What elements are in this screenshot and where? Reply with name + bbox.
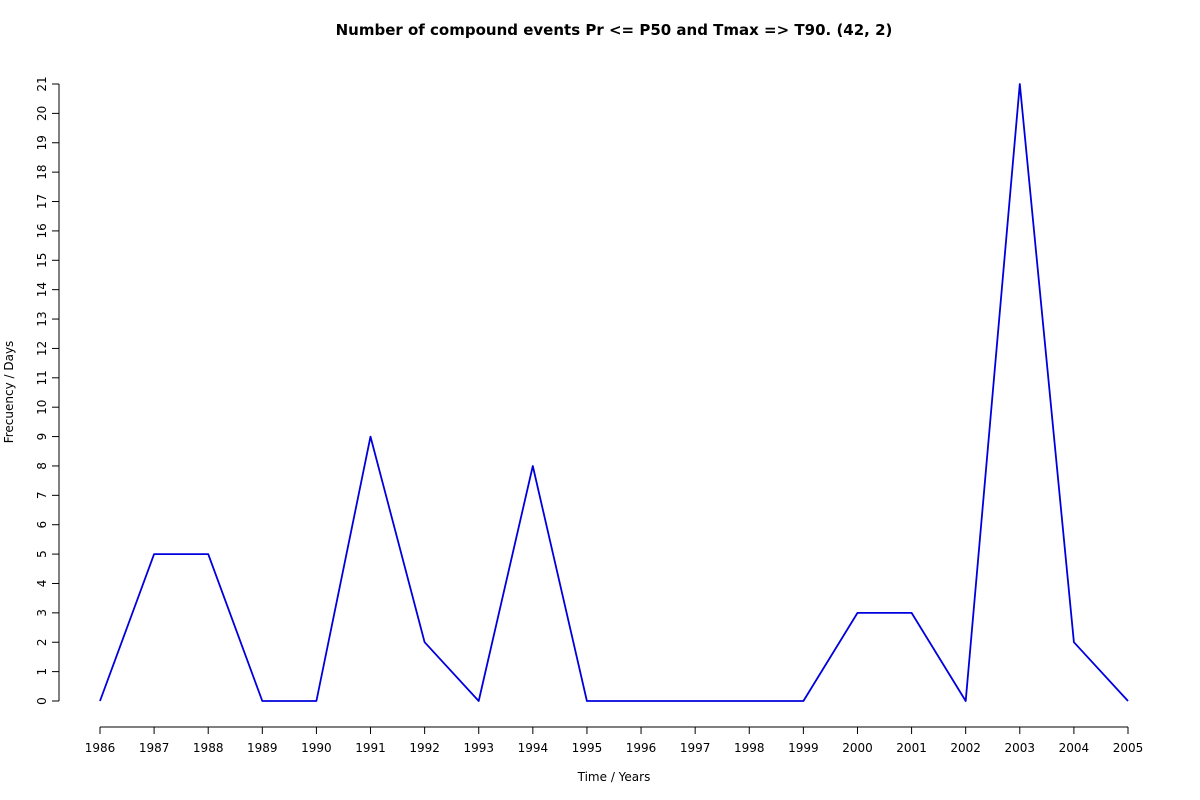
x-tick-label: 2003 [1005,741,1036,755]
y-tick-label: 0 [35,697,49,705]
x-tick-label: 2000 [842,741,873,755]
y-tick-label: 11 [35,370,49,385]
x-tick-label: 1989 [247,741,278,755]
y-tick-label: 21 [35,76,49,91]
x-tick-label: 1997 [680,741,711,755]
x-tick-label: 1996 [626,741,657,755]
x-tick-label: 1986 [85,741,116,755]
x-tick-label: 2001 [896,741,927,755]
x-tick-label: 2005 [1113,741,1144,755]
y-tick-label: 5 [35,550,49,558]
x-tick-label: 1995 [572,741,603,755]
y-tick-label: 1 [35,668,49,676]
series-group [99,83,1129,702]
y-tick-label: 16 [35,223,49,238]
y-tick-label: 8 [35,462,49,470]
y-tick-label: 7 [35,492,49,500]
y-tick-label: 17 [35,194,49,209]
y-tick-label: 13 [35,311,49,326]
y-tick-label: 14 [35,282,49,297]
series-line [99,83,1129,702]
x-tick-label: 1999 [788,741,819,755]
x-tick-label: 1992 [409,741,440,755]
x-tick-label: 1993 [463,741,494,755]
y-tick-label: 15 [35,253,49,268]
y-tick-label: 4 [35,580,49,588]
y-tick-label: 2 [35,638,49,646]
y-tick-label: 6 [35,521,49,529]
x-tick-label: 1987 [139,741,170,755]
x-tick-label: 1991 [355,741,386,755]
y-tick-label: 20 [35,106,49,121]
x-tick-label: 1994 [518,741,549,755]
x-tick-label: 1998 [734,741,765,755]
y-tick-label: 3 [35,609,49,617]
chart-title: Number of compound events Pr <= P50 and … [336,21,893,39]
x-tick-label: 2004 [1059,741,1090,755]
y-tick-label: 10 [35,400,49,415]
x-axis: 1986 1987 1988 1989 1990 1991 1992 1993 1994 1995… [85,726,1144,755]
x-tick-label: 1990 [301,741,332,755]
y-tick-label: 19 [35,135,49,150]
y-axis-label: Frecuency / Days [2,341,16,444]
x-axis-label: Time / Years [577,770,651,784]
y-tick-label: 12 [35,341,49,356]
y-tick-label: 18 [35,165,49,180]
x-tick-label: 2002 [950,741,981,755]
y-tick-label: 9 [35,433,49,441]
x-tick-label: 1988 [193,741,224,755]
